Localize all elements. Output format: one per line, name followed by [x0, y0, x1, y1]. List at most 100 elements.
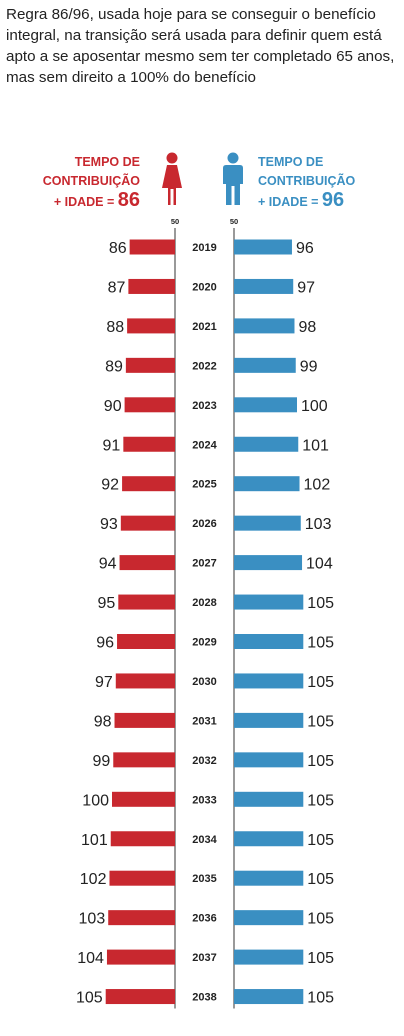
data-label-women: 86 — [109, 240, 127, 257]
data-label-men: 99 — [300, 358, 318, 375]
year-label: 2019 — [192, 242, 216, 254]
bar-women — [120, 515, 175, 531]
data-label-women: 91 — [103, 437, 121, 454]
data-label-women: 92 — [101, 477, 119, 494]
bar-women — [118, 594, 175, 610]
year-label: 2020 — [192, 281, 216, 293]
legend-men-formula: + IDADE = — [258, 195, 322, 209]
bar-women — [114, 712, 175, 728]
bar-women — [124, 397, 175, 413]
bar-men — [234, 910, 304, 926]
data-label-men: 105 — [307, 832, 334, 849]
legend-women-line1: TEMPO DE — [74, 155, 140, 169]
data-label-women: 100 — [82, 792, 109, 809]
legend-women: TEMPO DE CONTRIBUIÇÃO + IDADE = 86 — [43, 153, 140, 212]
data-label-men: 105 — [307, 871, 334, 888]
bar-women — [122, 476, 175, 492]
data-label-women: 104 — [77, 950, 104, 967]
bar-men — [234, 594, 304, 610]
year-label: 2036 — [192, 913, 216, 925]
data-label-men: 98 — [298, 319, 316, 336]
data-label-women: 99 — [92, 753, 110, 770]
bar-women — [112, 791, 175, 807]
data-label-women: 105 — [76, 990, 103, 1007]
bar-men — [234, 673, 304, 689]
bar-men — [234, 870, 304, 886]
year-label: 2038 — [192, 992, 216, 1004]
man-icon — [223, 152, 243, 205]
bar-women — [129, 239, 175, 255]
data-label-men: 105 — [307, 792, 334, 809]
bar-men — [234, 752, 304, 768]
bar-women — [105, 989, 175, 1005]
data-label-men: 105 — [307, 595, 334, 612]
bar-women — [127, 318, 175, 334]
year-label: 2022 — [192, 360, 216, 372]
data-label-men: 102 — [304, 477, 331, 494]
data-label-men: 105 — [307, 635, 334, 652]
bar-women — [110, 831, 175, 847]
legend-men-line1: TEMPO DE — [258, 155, 324, 169]
data-label-men: 104 — [306, 556, 333, 573]
intro-text: Regra 86/96, usada hoje para se consegui… — [6, 6, 395, 86]
year-label: 2035 — [192, 873, 216, 885]
year-label: 2031 — [192, 715, 216, 727]
bar-men — [234, 712, 304, 728]
year-label: 2026 — [192, 518, 216, 530]
bar-men — [234, 791, 304, 807]
data-label-men: 105 — [307, 753, 334, 770]
year-label: 2030 — [192, 676, 216, 688]
bar-women — [117, 634, 175, 649]
bar-women — [115, 673, 175, 689]
data-label-men: 105 — [307, 713, 334, 730]
data-label-men: 103 — [305, 516, 332, 533]
bar-men — [234, 476, 300, 492]
data-label-women: 87 — [108, 279, 126, 296]
year-label: 2025 — [192, 479, 216, 491]
data-label-women: 96 — [96, 635, 114, 652]
bar-men — [234, 989, 304, 1005]
data-label-women: 103 — [79, 911, 106, 928]
data-label-men: 101 — [302, 437, 329, 454]
legend-men: TEMPO DE CONTRIBUIÇÃO + IDADE = 96 — [258, 153, 355, 212]
year-label: 2024 — [192, 439, 217, 451]
bar-men — [234, 634, 304, 649]
data-label-women: 95 — [98, 595, 116, 612]
bar-women — [113, 752, 175, 768]
data-label-women: 102 — [80, 871, 107, 888]
bar-women — [106, 949, 175, 965]
bar-women — [119, 555, 175, 571]
data-label-men: 96 — [296, 240, 314, 257]
bar-men — [234, 318, 295, 334]
axis-base-label-right: 50 — [230, 217, 238, 226]
axis-base-label-left: 50 — [171, 217, 179, 226]
data-label-women: 94 — [99, 556, 117, 573]
data-label-women: 88 — [106, 319, 124, 336]
data-label-women: 93 — [100, 516, 118, 533]
bar-women — [123, 436, 175, 452]
bar-men — [234, 397, 297, 413]
bar-men — [234, 278, 294, 294]
bar-men — [234, 357, 296, 373]
year-label: 2027 — [192, 558, 216, 570]
data-label-men: 105 — [307, 911, 334, 928]
legend-men-value: 96 — [321, 189, 345, 211]
year-label: 2037 — [192, 952, 216, 964]
legend-women-line2: CONTRIBUIÇÃO — [42, 174, 140, 188]
year-label: 2023 — [192, 400, 216, 412]
legend-women-value: 86 — [117, 189, 140, 211]
data-label-men: 100 — [301, 398, 328, 415]
bar-men — [234, 555, 303, 571]
legend-men-line3: + IDADE = 96 — [258, 189, 355, 212]
bar-women — [108, 910, 175, 926]
bar-men — [234, 515, 301, 531]
data-label-women: 101 — [81, 832, 108, 849]
year-label: 2032 — [192, 755, 216, 767]
legend-men-line2: CONTRIBUIÇÃO — [258, 174, 356, 188]
legend-women-formula: + IDADE = — [53, 195, 118, 209]
bar-men — [234, 239, 292, 255]
bar-men — [234, 831, 304, 847]
bar-men — [234, 949, 304, 965]
data-label-men: 105 — [307, 674, 334, 691]
